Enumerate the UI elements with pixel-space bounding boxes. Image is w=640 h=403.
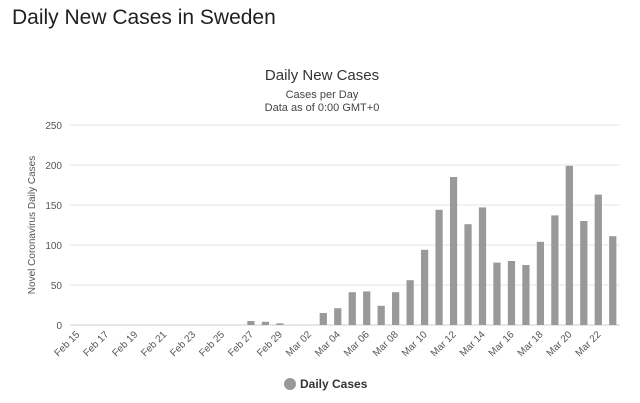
bar-mar-07[interactable] — [377, 305, 385, 325]
x-tick-label: Feb 25 — [197, 329, 227, 359]
x-tick-label: Feb 27 — [226, 329, 256, 359]
x-tick-label: Mar 18 — [516, 329, 546, 359]
x-tick-label: Feb 17 — [82, 329, 112, 359]
bar-mar-22[interactable] — [594, 194, 602, 325]
chart-subtitle: Cases per Day — [286, 89, 359, 101]
bar-mar-20[interactable] — [565, 165, 573, 325]
bar-mar-23[interactable] — [609, 236, 617, 325]
x-tick-label: Mar 02 — [284, 329, 314, 359]
x-tick-label: Feb 29 — [255, 329, 285, 359]
y-tick-label: 50 — [51, 281, 63, 292]
bar-mar-05[interactable] — [348, 292, 356, 325]
bar-mar-17[interactable] — [522, 265, 530, 325]
bar-mar-03[interactable] — [319, 313, 327, 325]
y-tick-label: 250 — [45, 121, 62, 132]
x-tick-label: Feb 15 — [53, 329, 83, 359]
bar-mar-06[interactable] — [363, 291, 371, 325]
bar-mar-19[interactable] — [551, 215, 559, 325]
y-tick-label: 0 — [56, 321, 62, 332]
y-tick-label: 100 — [45, 241, 62, 252]
legend-label-daily-cases: Daily Cases — [300, 377, 368, 391]
bar-mar-13[interactable] — [464, 224, 472, 325]
x-tick-label: Mar 14 — [458, 329, 488, 359]
bar-feb-29[interactable] — [276, 323, 284, 325]
bar-mar-18[interactable] — [536, 241, 545, 325]
x-axis-ticks: Feb 15 Feb 17 Feb 19 Feb 21 Feb 23 Feb 25 Feb … — [53, 329, 604, 359]
x-tick-label: Mar 12 — [429, 329, 459, 359]
chart-title: Daily New Cases — [265, 67, 379, 84]
page-title: Daily New Cases in Sweden — [12, 6, 276, 29]
bar-mar-08[interactable] — [392, 292, 400, 325]
x-tick-label: Mar 22 — [574, 329, 604, 359]
bar-mar-10[interactable] — [420, 249, 429, 325]
y-axis-label: Novel Coronavirus Daily Cases — [27, 156, 38, 294]
x-tick-label: Mar 10 — [400, 329, 430, 359]
y-tick-label: 150 — [45, 201, 62, 212]
x-tick-label: Mar 20 — [545, 329, 575, 359]
bar-mar-21[interactable] — [580, 221, 588, 325]
bar-mar-14[interactable] — [478, 207, 487, 325]
legend[interactable]: Daily Cases — [284, 377, 368, 391]
bar-mar-11[interactable] — [435, 209, 443, 325]
x-tick-label: Feb 19 — [110, 329, 140, 359]
chart-data-date: Data as of 0:00 GMT+0 — [265, 102, 380, 114]
bar-mar-04[interactable] — [334, 308, 342, 325]
bar-feb-28[interactable] — [261, 321, 270, 325]
y-tick-label: 200 — [45, 161, 62, 172]
bars — [247, 165, 617, 325]
bar-feb-27[interactable] — [247, 321, 255, 325]
x-tick-label: Mar 08 — [371, 329, 401, 359]
y-axis-ticks: 0 50 100 150 200 250 — [45, 121, 62, 332]
x-tick-label: Feb 21 — [139, 329, 169, 359]
legend-marker-daily-cases — [284, 378, 296, 390]
x-tick-label: Feb 23 — [168, 329, 198, 359]
x-tick-label: Mar 16 — [487, 329, 517, 359]
bar-mar-16[interactable] — [507, 261, 516, 325]
bar-mar-15[interactable] — [493, 262, 501, 325]
bar-mar-12[interactable] — [449, 177, 458, 325]
x-tick-label: Mar 06 — [342, 329, 372, 359]
bar-mar-09[interactable] — [406, 280, 414, 325]
x-tick-label: Mar 04 — [313, 329, 343, 359]
